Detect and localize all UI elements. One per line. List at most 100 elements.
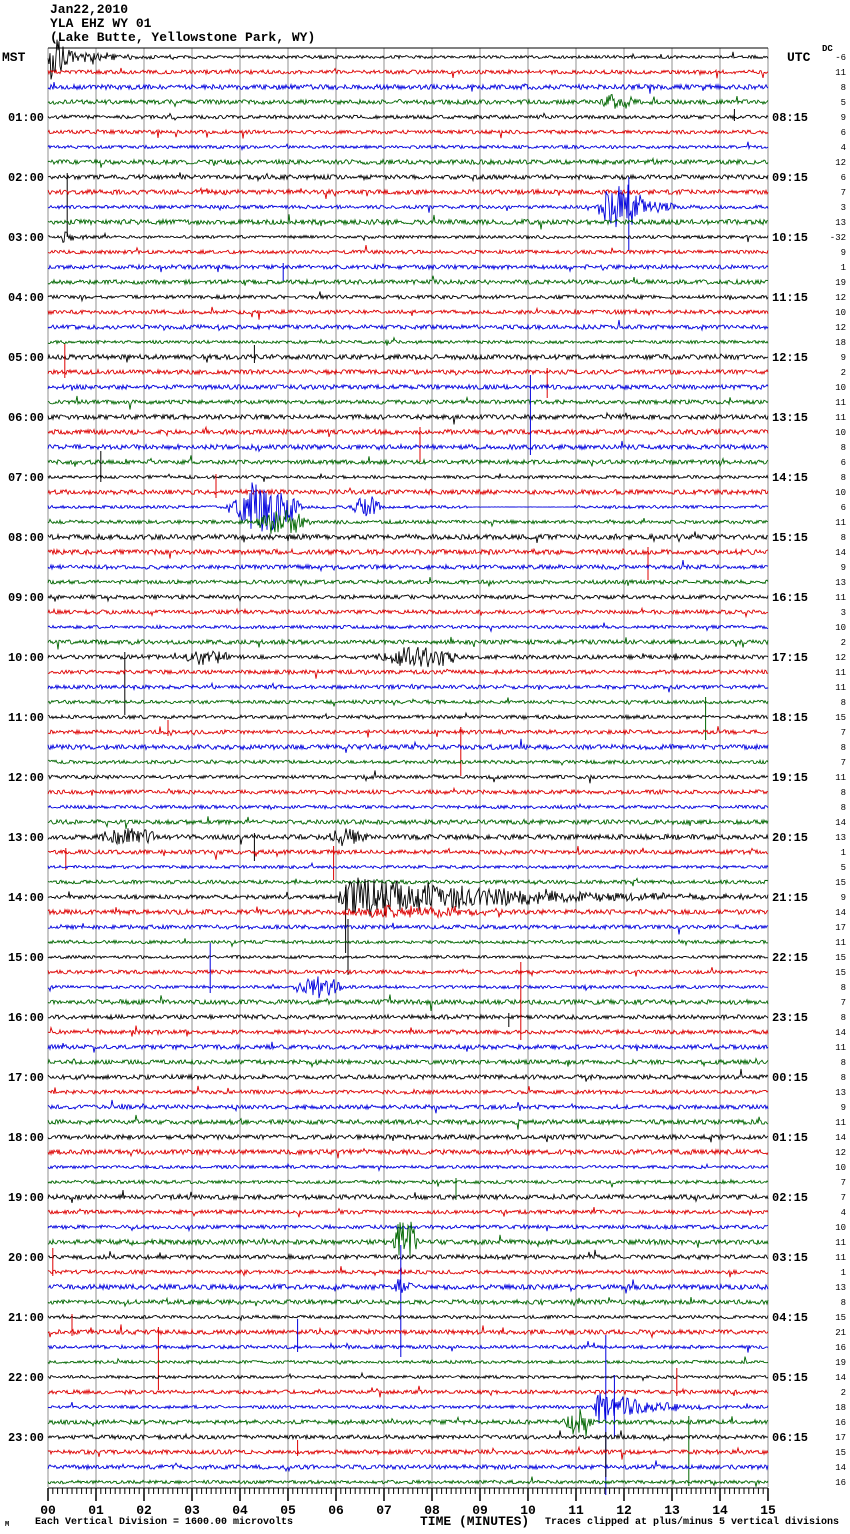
- dc-offset-value: 12: [835, 293, 846, 303]
- dc-offset-value: 5: [841, 863, 846, 873]
- seismic-trace: [47, 82, 769, 94]
- dc-offset-value: 2: [841, 638, 846, 648]
- seismic-trace: [47, 1266, 769, 1278]
- seismic-trace: [47, 263, 769, 273]
- seismic-trace: [47, 172, 769, 183]
- utc-hour-label: 05:15: [772, 1371, 808, 1385]
- mst-hour-label: 03:00: [8, 231, 44, 245]
- seismic-trace: [47, 636, 769, 650]
- dc-offset-value: 11: [835, 518, 846, 528]
- dc-offset-header: DC: [822, 44, 833, 54]
- dc-offset-value: 12: [835, 158, 846, 168]
- dc-offset-value: 5: [841, 98, 846, 108]
- seismic-trace: [47, 606, 769, 619]
- seismic-trace: [47, 1057, 769, 1069]
- seismic-trace: [47, 622, 768, 633]
- seismic-trace: [47, 816, 769, 829]
- seismic-trace: [48, 758, 769, 767]
- dc-offset-value: 14: [835, 548, 846, 558]
- seismic-trace: [47, 510, 769, 534]
- mst-hour-label: 12:00: [8, 771, 44, 785]
- seismic-trace: [47, 1189, 769, 1203]
- seismic-trace: [47, 1147, 769, 1159]
- x-tick-label: 07: [376, 1503, 392, 1518]
- seismic-trace: [47, 1114, 769, 1130]
- dc-offset-value: 11: [835, 1118, 846, 1128]
- seismic-trace: [47, 593, 769, 603]
- dc-offset-value: 6: [841, 128, 846, 138]
- x-tick-label: 10: [520, 1503, 536, 1518]
- dc-offset-value: 11: [835, 938, 846, 948]
- seismic-trace: [47, 1162, 769, 1173]
- dc-offset-value: 1: [841, 263, 846, 273]
- x-tick-label: 00: [40, 1503, 56, 1518]
- seismic-trace: [47, 455, 769, 468]
- title-station: YLA EHZ WY 01: [50, 16, 152, 31]
- seismic-trace: [47, 770, 769, 784]
- footer-corner-mark: M: [5, 1521, 10, 1529]
- seismic-trace: [47, 39, 769, 80]
- x-tick-label: 05: [280, 1503, 296, 1518]
- x-tick-label: 02: [136, 1503, 152, 1518]
- x-axis-ruler: 00 01 02 03 04 05 06 07 08 09 10 11 12 13 14 15: [40, 1487, 776, 1518]
- dc-offset-value: 7: [841, 1193, 846, 1203]
- mst-hour-label: 05:00: [8, 351, 44, 365]
- dc-offset-value: 7: [841, 728, 846, 738]
- mst-hour-label: 07:00: [8, 471, 44, 485]
- utc-hour-label: 23:15: [772, 1011, 808, 1025]
- seismic-trace: [47, 1041, 769, 1053]
- seismic-trace: [47, 306, 769, 320]
- seismic-trace: [47, 938, 769, 948]
- dc-offset-value: 8: [841, 983, 846, 993]
- mst-hour-label: 06:00: [8, 411, 44, 425]
- dc-offset-value: 8: [841, 443, 846, 453]
- dc-offset-value: 4: [841, 143, 846, 153]
- mst-hour-label: 22:00: [8, 1371, 44, 1385]
- mst-hour-label: 23:00: [8, 1431, 44, 1445]
- dc-offset-value: 12: [835, 653, 846, 663]
- seismic-trace: [47, 319, 769, 332]
- x-tick-label: 09: [472, 1503, 488, 1518]
- dc-offset-value: 11: [835, 593, 846, 603]
- dc-offset-value: 11: [835, 413, 846, 423]
- mst-hour-label: 14:00: [8, 891, 44, 905]
- mst-hour-label: 16:00: [8, 1011, 44, 1025]
- seismic-trace: [47, 1296, 769, 1308]
- dc-offset-value: 6: [841, 173, 846, 183]
- mst-hour-label: 18:00: [8, 1131, 44, 1145]
- dc-offset-value: 21: [835, 1328, 846, 1338]
- seismic-trace: [47, 93, 769, 109]
- seismic-trace: [47, 828, 769, 847]
- dc-offset-value: 4: [841, 1208, 846, 1218]
- dc-offset-value: 3: [841, 608, 846, 618]
- seismic-trace: [47, 245, 769, 256]
- utc-hour-label: 03:15: [772, 1251, 808, 1265]
- seismic-trace: [47, 1385, 769, 1398]
- utc-hour-label: 20:15: [772, 831, 808, 845]
- seismic-trace: [47, 425, 769, 438]
- seismic-trace: [47, 1207, 769, 1218]
- dc-offset-value: 13: [835, 833, 846, 843]
- seismic-trace: [47, 67, 769, 79]
- dc-offset-value: 9: [841, 248, 846, 258]
- mst-hour-label: 10:00: [8, 651, 44, 665]
- dc-offset-value: 6: [841, 458, 846, 468]
- seismic-trace: [47, 1221, 769, 1256]
- seismic-trace: [47, 1356, 769, 1366]
- dc-offset-value: 13: [835, 1283, 846, 1293]
- seismic-trace: [47, 473, 769, 482]
- seismic-trace: [47, 726, 769, 738]
- footer-clip-note: Traces clipped at plus/minus 5 vertical …: [545, 1517, 840, 1528]
- grid-lines: [47, 47, 769, 1487]
- mst-hour-label: 20:00: [8, 1251, 44, 1265]
- seismic-trace: [47, 1313, 769, 1322]
- dc-offset-value: 8: [841, 743, 846, 753]
- mst-hour-label: 21:00: [8, 1311, 44, 1325]
- trace-rows: [47, 39, 769, 1495]
- utc-hour-label: 10:15: [772, 231, 808, 245]
- dc-offset-value: 7: [841, 1178, 846, 1188]
- dc-offset-value: 2: [841, 1388, 846, 1398]
- seismic-trace: [47, 845, 769, 860]
- dc-offset-value: 1: [841, 1268, 846, 1278]
- dc-offset-value: 11: [835, 668, 846, 678]
